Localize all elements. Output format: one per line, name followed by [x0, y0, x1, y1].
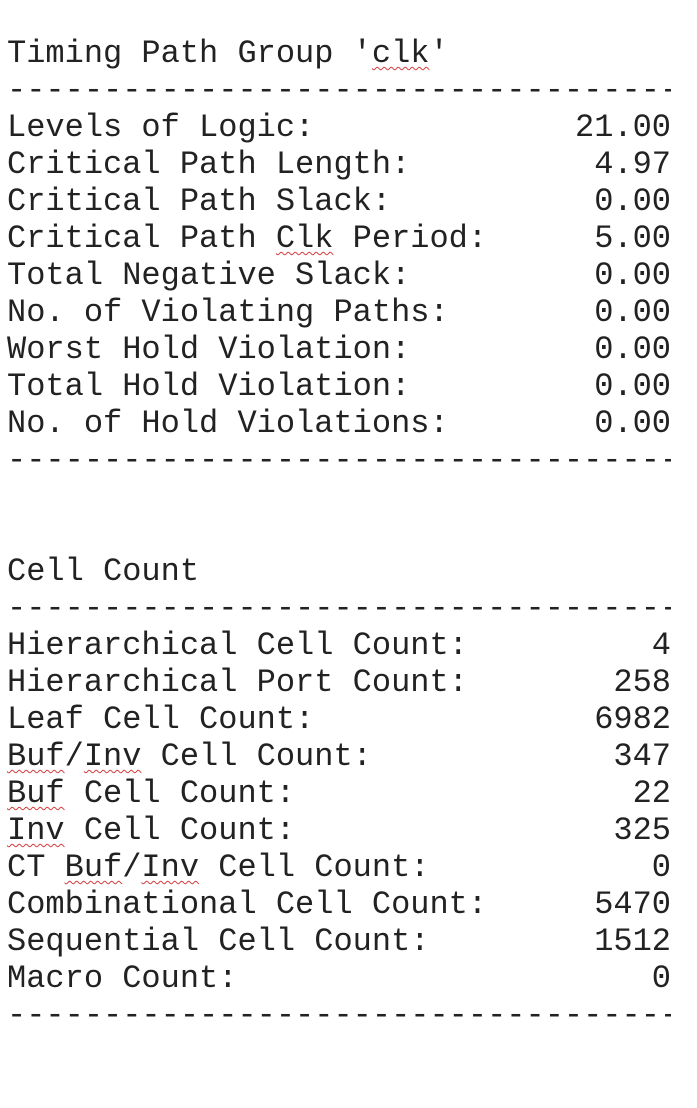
row-label: CT Buf/Inv Cell Count:	[7, 849, 430, 886]
cell-divider-bottom: -----------------------------------	[7, 997, 671, 1034]
row-label: Levels of Logic:	[7, 109, 315, 146]
row-label: Total Hold Violation:	[7, 368, 411, 405]
row-value: 4	[651, 627, 671, 664]
row-value: 258	[613, 664, 671, 701]
row-value: 5.00	[594, 220, 671, 257]
row-label: Total Negative Slack:	[7, 257, 411, 294]
row-value: 21.00	[574, 109, 671, 146]
row-label: No. of Violating Paths:	[7, 294, 449, 331]
total-hold-violation-row: Total Hold Violation: 0.00	[7, 368, 671, 405]
critical-path-slack-row: Critical Path Slack: 0.00	[7, 183, 671, 220]
macro-count-row: Macro Count: 0	[7, 960, 671, 997]
row-value: 0.00	[594, 368, 671, 405]
critical-path-length-row: Critical Path Length: 4.97	[7, 146, 671, 183]
row-label: Hierarchical Port Count:	[7, 664, 468, 701]
row-value: 22	[632, 775, 671, 812]
row-label: Worst Hold Violation:	[7, 331, 411, 368]
row-label: Leaf Cell Count:	[7, 701, 315, 738]
clk-group-name: clk	[371, 35, 430, 72]
timing-divider-bottom: -----------------------------------	[7, 442, 671, 479]
ct-buf-inv-cell-count-row: CT Buf/Inv Cell Count: 0	[7, 849, 671, 886]
row-value: 0.00	[594, 331, 671, 368]
row-label: No. of Hold Violations:	[7, 405, 449, 442]
row-value: 0	[651, 960, 671, 997]
cell-divider-top: -----------------------------------	[7, 590, 671, 627]
row-value: 0.00	[594, 405, 671, 442]
row-value: 4.97	[594, 146, 671, 183]
combinational-cell-count-row: Combinational Cell Count: 5470	[7, 886, 671, 923]
timing-title: Timing Path Group 'clk'	[7, 35, 449, 72]
buf-inv-cell-count-row: Buf/Inv Cell Count: 347	[7, 738, 671, 775]
section-spacer	[7, 479, 671, 553]
row-value: 0.00	[594, 257, 671, 294]
row-value: 0	[651, 849, 671, 886]
levels-of-logic-row: Levels of Logic: 21.00	[7, 109, 671, 146]
hierarchical-cell-count-row: Hierarchical Cell Count: 4	[7, 627, 671, 664]
row-label: Sequential Cell Count:	[7, 923, 430, 960]
row-value: 6982	[594, 701, 671, 738]
row-label: Critical Path Slack:	[7, 183, 392, 220]
row-value: 347	[613, 738, 671, 775]
row-label: Buf/Inv Cell Count:	[7, 738, 372, 775]
row-label: Buf Cell Count:	[7, 775, 296, 812]
row-label: Combinational Cell Count:	[7, 886, 488, 923]
row-value: 1512	[594, 923, 671, 960]
row-label: Critical Path Clk Period:	[7, 220, 488, 257]
worst-hold-violation-row: Worst Hold Violation: 0.00	[7, 331, 671, 368]
row-label: Macro Count:	[7, 960, 238, 997]
report: Timing Path Group 'clk' ----------------…	[7, 35, 671, 1034]
row-label: Critical Path Length:	[7, 146, 411, 183]
leaf-cell-count-row: Leaf Cell Count: 6982	[7, 701, 671, 738]
total-negative-slack-row: Total Negative Slack: 0.00	[7, 257, 671, 294]
violating-paths-row: No. of Violating Paths: 0.00	[7, 294, 671, 331]
row-value: 325	[613, 812, 671, 849]
cell-count-title: Cell Count	[7, 553, 200, 590]
hierarchical-port-count-row: Hierarchical Port Count: 258	[7, 664, 671, 701]
buf-cell-count-row: Buf Cell Count: 22	[7, 775, 671, 812]
sequential-cell-count-row: Sequential Cell Count: 1512	[7, 923, 671, 960]
inv-cell-count-row: Inv Cell Count: 325	[7, 812, 671, 849]
row-value: 0.00	[594, 294, 671, 331]
hold-violations-count-row: No. of Hold Violations: 0.00	[7, 405, 671, 442]
row-label: Hierarchical Cell Count:	[7, 627, 468, 664]
timing-divider-top: -----------------------------------	[7, 72, 671, 109]
row-value: 0.00	[594, 183, 671, 220]
row-value: 5470	[594, 886, 671, 923]
critical-path-clk-period-row: Critical Path Clk Period: 5.00	[7, 220, 671, 257]
row-label: Inv Cell Count:	[7, 812, 296, 849]
